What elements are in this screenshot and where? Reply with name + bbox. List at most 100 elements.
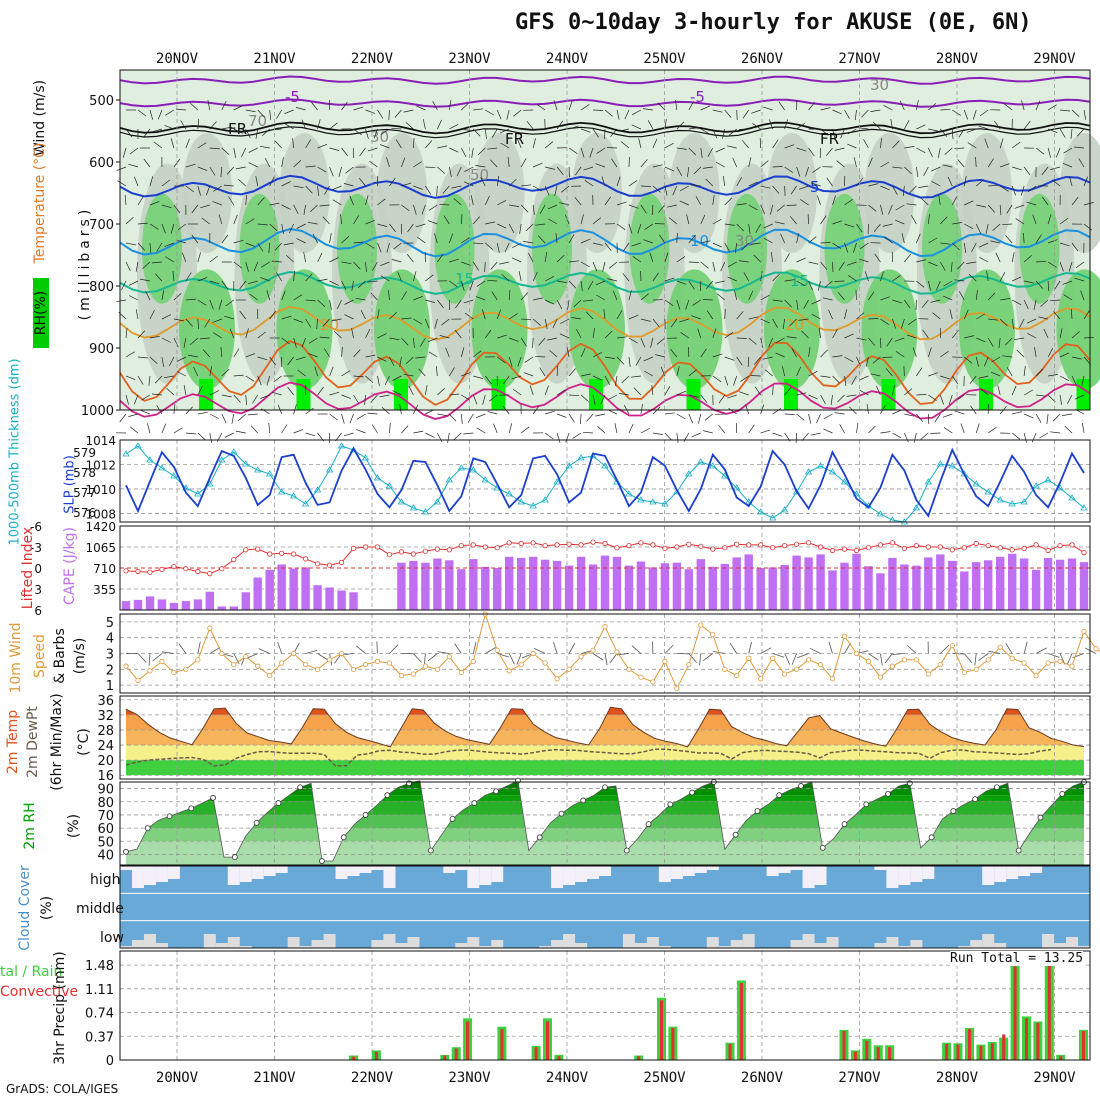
wind-barb — [271, 260, 282, 263]
wind-barb — [748, 223, 751, 234]
wind-barb — [281, 315, 292, 320]
cape-bar — [409, 560, 418, 610]
wind-barb — [728, 128, 737, 136]
wind-barb — [952, 329, 959, 339]
wind-barb — [425, 140, 433, 149]
wind-barb — [949, 309, 953, 320]
temp-contour-minus10 — [119, 75, 1091, 85]
contour-label: 50 — [470, 166, 489, 184]
lifted-index-series-point — [710, 546, 716, 552]
wind-barb — [736, 203, 747, 206]
wind-barb — [292, 138, 294, 149]
wind-barb — [513, 109, 522, 117]
wind-barb — [1011, 318, 1015, 329]
wind-barb — [808, 261, 819, 265]
wind-barb — [341, 235, 350, 244]
wind-barb — [557, 280, 568, 283]
wind-barb — [269, 176, 275, 187]
cloud-high-fill — [694, 866, 707, 873]
upper-ytick: 700 — [89, 218, 114, 233]
wind-barb — [316, 318, 318, 330]
wind-barb — [268, 242, 271, 254]
wind-barb — [405, 122, 414, 130]
rh2m-point — [231, 854, 238, 860]
wind-barb — [951, 375, 959, 385]
wind-barb — [1020, 185, 1025, 196]
wind-barb — [825, 147, 833, 157]
wind10-barb — [1066, 653, 1073, 665]
wind-barb — [561, 185, 570, 193]
wind-barb — [353, 215, 359, 225]
wind-barb — [596, 147, 606, 154]
cloud-low-fill — [143, 934, 156, 948]
wind10-barb — [437, 651, 450, 654]
rh2m-point — [384, 792, 391, 799]
wind-barb — [535, 223, 546, 226]
cloud-high-fill — [383, 866, 396, 888]
li-ytick: 0 — [34, 562, 42, 576]
wind-barb — [904, 253, 911, 263]
wind-barb — [971, 242, 977, 252]
wind-barb — [521, 184, 532, 187]
wind-barb — [635, 356, 642, 366]
wind10-barb — [729, 643, 738, 654]
panel-frame-rh — [119, 781, 1091, 866]
wind-barb — [149, 109, 154, 120]
wind-barb — [574, 196, 582, 206]
thickness-ytick: 578 — [73, 466, 96, 480]
wind-barb — [872, 356, 881, 364]
lifted-index-series-point — [159, 566, 165, 573]
wind-barb — [329, 280, 339, 286]
wind-barb — [164, 242, 175, 247]
lifted-index-series-point — [782, 542, 788, 549]
wind-barb — [895, 219, 905, 225]
wind-barb — [715, 161, 725, 168]
wind-barb — [371, 424, 378, 434]
wind-barb — [894, 337, 905, 342]
wind-barb — [359, 147, 366, 157]
wind-barb — [603, 309, 606, 320]
wind-barb — [235, 430, 246, 434]
wind-barb — [808, 147, 815, 157]
wind-barb — [751, 109, 761, 114]
wind-barb — [128, 413, 139, 417]
wind-barb — [1006, 204, 1013, 214]
wind-barb — [734, 242, 738, 253]
rh2m-point — [188, 805, 195, 812]
wind-barb — [796, 280, 806, 287]
wind-barb — [166, 387, 175, 396]
wind-barb — [377, 198, 386, 206]
wind-barb — [672, 185, 678, 196]
wind-barb — [979, 256, 989, 263]
wind-barb — [448, 166, 452, 177]
wind-barb — [1036, 126, 1046, 130]
wind-barb — [408, 385, 414, 396]
wind-barb — [1059, 217, 1069, 225]
wind-barb — [798, 318, 809, 321]
wind-barb — [257, 331, 266, 339]
wind-barb — [604, 356, 615, 359]
lifted-index-series-point — [805, 540, 812, 546]
wind10-speed-series-point — [961, 669, 967, 676]
precip-rain-bar — [1036, 1022, 1040, 1060]
thickness-series-point — [697, 458, 705, 465]
wind-barb — [149, 242, 152, 254]
wind-barb — [405, 356, 414, 365]
wind-barb — [1059, 352, 1070, 358]
wind-barb — [808, 280, 813, 291]
wind10-barb — [880, 653, 883, 666]
wind-barb — [983, 356, 989, 367]
cloud-low-fill — [467, 937, 480, 948]
wind-barb — [1059, 242, 1070, 247]
wind-barb — [303, 252, 306, 263]
wind10-barb — [699, 653, 702, 666]
wind-barb — [353, 241, 364, 244]
wind-barb — [223, 184, 234, 187]
cape-bar — [924, 557, 933, 610]
wind10-speed-series-point — [207, 625, 213, 631]
rh2m-ytick: 90 — [97, 783, 114, 798]
cloud-high-fill — [575, 866, 588, 882]
wind-barb — [612, 290, 618, 301]
wind-barb — [439, 335, 450, 339]
wind-barb — [712, 328, 717, 339]
